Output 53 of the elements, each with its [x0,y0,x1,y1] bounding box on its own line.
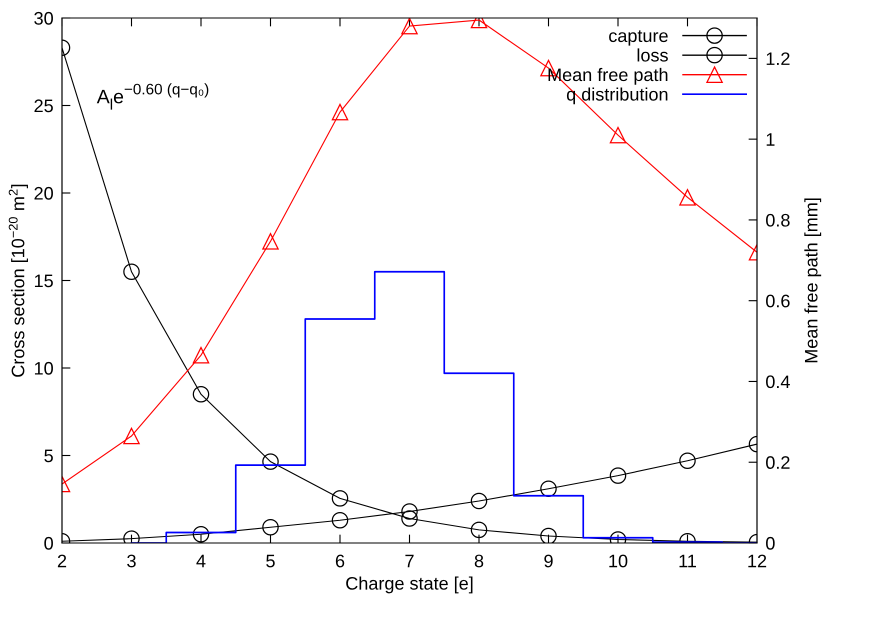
y2-axis-title: Mean free path [mm] [804,198,822,362]
point [123,263,140,280]
point [679,452,696,470]
x-axis-title: Charge state [e] [346,576,472,594]
point [401,510,418,527]
y2-tick-label: 0.2 [766,456,790,469]
x-tick-label: 7 [405,554,414,568]
y2-tick-label: 0.4 [766,375,790,388]
point [610,126,626,144]
x-tick-label: 8 [474,554,484,568]
point [192,526,210,543]
point [470,492,488,510]
legend-label: q distribution [566,87,668,104]
point [332,104,348,120]
x-tick-label: 10 [609,554,628,568]
point [401,18,418,34]
x-tick-label: 6 [336,554,344,568]
y-tick-label: 25 [34,99,53,112]
y2-tick-label: 0.6 [766,294,790,308]
y2-tick-label: 1.2 [766,52,790,65]
point [540,528,557,543]
point [332,512,348,529]
point [262,453,279,470]
point [610,467,626,484]
legend-label: loss [638,48,668,62]
legend-label: capture [609,30,668,46]
point [262,233,279,250]
x-tick-label: 11 [680,554,696,568]
point [262,518,279,536]
point [679,189,696,206]
point [192,386,210,403]
y2-tick-label: 0.8 [766,214,790,227]
y-tick-label: 30 [34,12,53,25]
y2-tick-label: 1 [766,133,774,146]
y2-tick-label: 0 [766,536,775,550]
point [192,346,210,364]
point [540,480,557,498]
y-tick-label: 5 [44,450,53,462]
point [401,503,418,520]
y-tick-label: 10 [34,362,53,375]
y-tick-label: 0 [44,536,53,550]
y-tick-label: 15 [34,274,53,288]
x-tick-label: 9 [544,554,553,568]
y-axis-title: Cross section [10$^{−20}$ m$^{2}$] [8,184,28,377]
point [332,490,348,507]
x-tick-label: 5 [266,554,275,568]
point [470,522,488,538]
x-tick-label: 12 [748,554,766,568]
x-tick-label: 4 [196,554,206,568]
y-tick-label: 20 [34,186,53,200]
x-tick-label: 2 [58,554,66,568]
x-tick-label: 3 [127,554,136,568]
point [123,428,140,444]
